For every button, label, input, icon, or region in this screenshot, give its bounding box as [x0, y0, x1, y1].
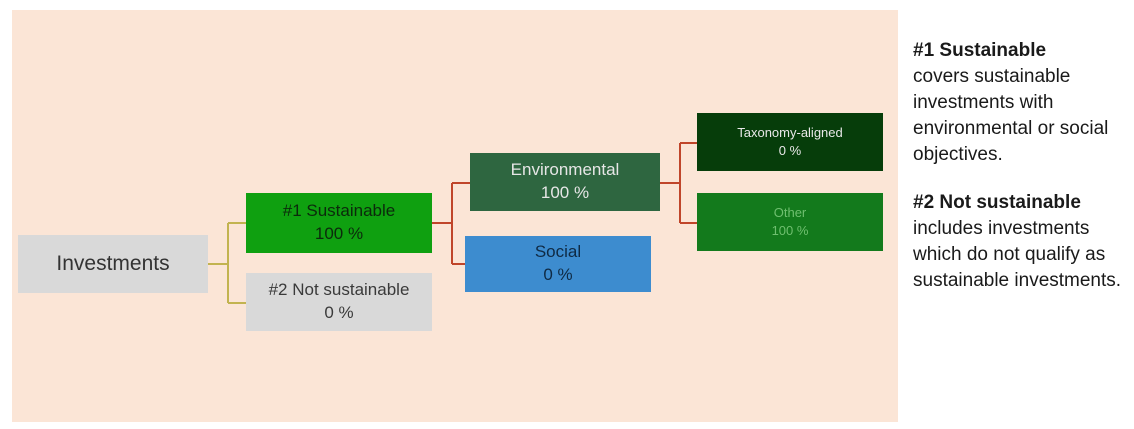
legend-item-sustainable: #1 Sustainable covers sustainable invest…	[913, 38, 1128, 168]
connector-environmental	[660, 142, 697, 224]
not-sustainable-label: #2 Not sustainable	[268, 280, 410, 300]
sustainable-value: 100 %	[314, 224, 364, 243]
connector-sustainable	[432, 182, 470, 265]
taxonomy-aligned-value: 0 %	[778, 143, 802, 158]
other-label: Other	[773, 205, 807, 221]
social-node: Social 0 %	[465, 236, 651, 292]
not-sustainable-value: 0 %	[324, 303, 354, 322]
legend-item-not-sustainable: #2 Not sustainable includes investments …	[913, 190, 1128, 294]
legend-heading-sustainable: #1 Sustainable	[913, 40, 1047, 61]
environmental-label: Environmental	[510, 160, 620, 180]
not-sustainable-node: #2 Not sustainable 0 %	[246, 273, 432, 331]
environmental-node: Environmental 100 %	[470, 153, 660, 211]
investments-node: Investments	[18, 235, 208, 293]
legend-heading-not-sustainable: #2 Not sustainable	[913, 192, 1081, 213]
sustainable-node: #1 Sustainable 100 %	[246, 193, 432, 253]
legend: #1 Sustainable covers sustainable invest…	[913, 38, 1128, 316]
environmental-value: 100 %	[540, 183, 590, 202]
legend-text-sustainable: covers sustainable investments with envi…	[913, 66, 1109, 165]
sustainable-label: #1 Sustainable	[282, 201, 396, 221]
other-value: 100 %	[771, 223, 809, 238]
connector-investments	[208, 222, 246, 304]
other-node: Other 100 %	[697, 193, 883, 251]
social-label: Social	[534, 242, 582, 262]
legend-text-not-sustainable: includes investments which do not qualif…	[913, 218, 1122, 291]
taxonomy-aligned-label: Taxonomy-aligned	[737, 125, 843, 141]
taxonomy-aligned-node: Taxonomy-aligned 0 %	[697, 113, 883, 171]
social-value: 0 %	[543, 265, 573, 284]
investments-label: Investments	[56, 251, 170, 275]
